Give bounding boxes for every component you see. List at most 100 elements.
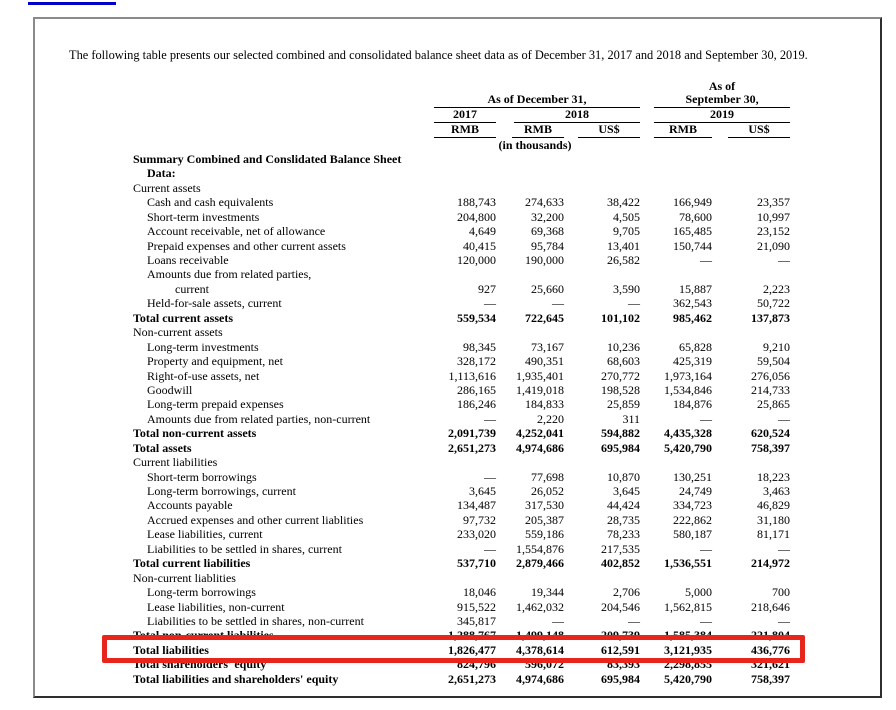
row-value: 1,562,815 (664, 599, 713, 614)
row-value: 274,633 (525, 195, 564, 210)
row-value: 362,543 (673, 296, 713, 311)
row-value (712, 166, 790, 180)
row-label: Data: (147, 166, 176, 181)
row-value: — (778, 411, 791, 426)
header-unit-rmb-2019: RMB (640, 123, 713, 138)
row-value (564, 455, 640, 469)
row-value: 10,236 (607, 339, 641, 354)
row-value: — (778, 541, 791, 556)
row-value: 73,167 (531, 339, 564, 354)
row-value: 222,862 (673, 512, 713, 527)
row-value (640, 181, 712, 195)
row-value: 24,749 (679, 484, 713, 498)
row-value: 120,000 (457, 253, 496, 267)
row-value: 204,800 (457, 209, 496, 224)
row-value: 31,180 (757, 512, 791, 527)
row-value: 69,368 (531, 224, 564, 239)
row-value (496, 268, 564, 282)
row-value: — (628, 613, 641, 628)
table-row: Liabilities to be settled in shares, non… (133, 614, 790, 628)
row-value: 4,252,041 (516, 426, 564, 441)
row-value: 83,393 (607, 657, 641, 672)
row-value: 25,865 (757, 397, 791, 412)
row-value: 26,582 (607, 253, 641, 267)
row-value: 50,722 (757, 296, 791, 311)
row-value: 824,796 (457, 657, 496, 672)
row-value (640, 152, 712, 166)
table-header: As of December 31, As of September 30, 2… (133, 80, 791, 152)
row-value: 184,833 (525, 397, 564, 412)
header-unit-rmb-2017: RMB (430, 123, 496, 138)
row-value: 345,817 (457, 613, 496, 628)
row-value: 205,387 (525, 512, 564, 527)
row-value: 28,735 (607, 512, 641, 527)
row-label: Long-term borrowings (147, 585, 256, 600)
table-row: Total liabilities 1,826,477 4,378,614 61… (133, 643, 790, 657)
row-label: Total current liabilities (133, 556, 251, 571)
table-row: Long-term borrowings, current 3,645 26,0… (133, 484, 790, 498)
row-value: 1,935,401 (516, 368, 564, 383)
row-value: — (778, 613, 791, 628)
row-value (564, 181, 640, 195)
row-value: 26,052 (531, 484, 564, 498)
row-value: 1,554,876 (516, 541, 564, 556)
table-row: Current liabilities (133, 455, 790, 469)
row-value: 190,000 (525, 253, 564, 267)
row-value: 334,723 (673, 498, 713, 513)
row-value: 186,246 (457, 397, 496, 412)
row-value (712, 152, 790, 166)
page-frame (33, 17, 882, 698)
table-row: Held-for-sale assets, current — — — 362,… (133, 296, 790, 310)
row-value: 25,859 (607, 397, 641, 412)
row-label: Amounts due from related parties, non-cu… (147, 411, 371, 426)
row-value: 594,882 (601, 426, 641, 441)
row-label: Cash and cash equivalents (147, 195, 274, 210)
row-label: Short-term investments (147, 209, 260, 224)
row-value (640, 455, 712, 469)
row-value: 217,535 (601, 541, 641, 556)
row-value: 68,603 (607, 354, 641, 369)
table-row: Amounts due from related parties, non-cu… (133, 412, 790, 426)
truncated-link-underline[interactable] (28, 2, 116, 5)
row-value: — (484, 469, 496, 484)
table-row: Non-current assets (133, 325, 790, 339)
header-spacer (133, 108, 430, 123)
table-row: Total non-current liabilities 1,288,767 … (133, 628, 790, 642)
row-value: 137,873 (751, 310, 791, 325)
row-label: Non-current assets (133, 325, 223, 340)
table-row: Right-of-use assets, net 1,113,616 1,935… (133, 369, 790, 383)
row-value: 18,223 (757, 469, 791, 484)
row-value (496, 166, 564, 180)
table-row: Long-term borrowings 18,046 19,344 2,706… (133, 585, 790, 599)
row-label: Total current assets (133, 310, 233, 325)
row-value: 23,357 (757, 195, 791, 210)
table-row: Data: (133, 166, 790, 180)
row-label: Account receivable, net of allowance (147, 224, 326, 239)
table-row: Lease liabilities, current 233,020 559,1… (133, 527, 790, 541)
row-value: 40,415 (463, 238, 496, 253)
row-value (640, 325, 712, 339)
row-value: 311 (622, 411, 641, 426)
row-value (712, 455, 790, 469)
header-year-2019: 2019 (640, 108, 791, 123)
row-value: 2,298,855 (664, 657, 713, 672)
row-value: 3,121,935 (664, 642, 713, 657)
row-value: 4,378,614 (516, 642, 564, 657)
row-value: 2,879,466 (516, 556, 564, 571)
row-value: 1,419,018 (516, 382, 564, 397)
row-value: 4,435,328 (664, 426, 713, 441)
row-value: 78,233 (607, 527, 641, 542)
row-value (430, 571, 496, 585)
row-value: 204,546 (601, 599, 641, 614)
row-value: 166,949 (673, 195, 713, 210)
row-value: 5,420,790 (664, 440, 713, 455)
row-value: 695,984 (601, 440, 641, 455)
row-value: 2,706 (613, 585, 641, 600)
row-value: 2,223 (763, 281, 791, 296)
row-value: 13,401 (607, 238, 641, 253)
row-value: 19,344 (531, 585, 564, 600)
row-value: 10,870 (607, 469, 641, 484)
intro-paragraph: The following table presents our selecte… (69, 48, 808, 62)
row-value: — (552, 613, 564, 628)
